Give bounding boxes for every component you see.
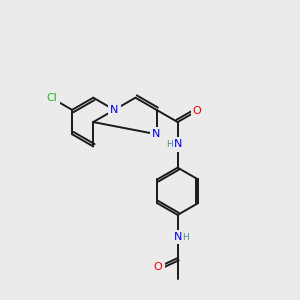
Text: N: N <box>173 140 182 149</box>
Text: O: O <box>193 106 201 116</box>
Text: N: N <box>152 129 161 139</box>
Text: H: H <box>183 233 189 242</box>
Text: O: O <box>154 262 163 272</box>
Text: N: N <box>110 105 118 115</box>
Text: H: H <box>166 140 173 149</box>
Text: Cl: Cl <box>46 93 58 103</box>
Text: N: N <box>173 232 182 242</box>
